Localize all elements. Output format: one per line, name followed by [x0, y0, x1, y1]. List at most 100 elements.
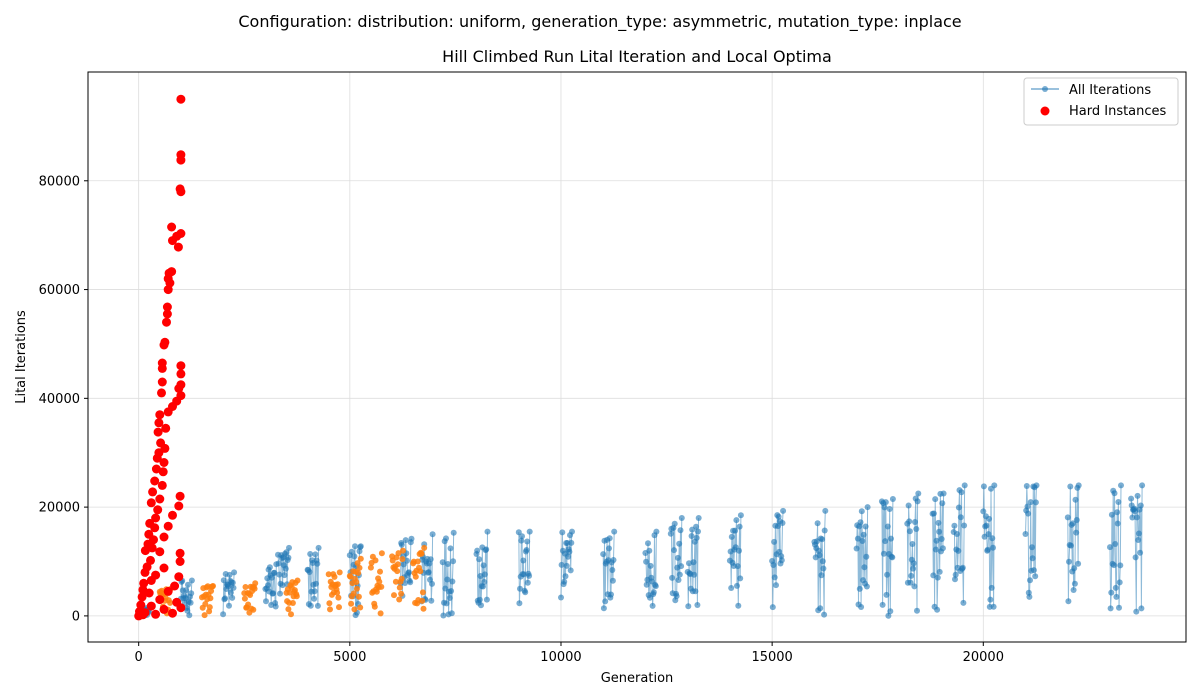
data-point: [906, 518, 913, 525]
data-point: [609, 567, 616, 573]
data-point: [376, 578, 383, 585]
hard-instance-point: [159, 563, 169, 573]
y-axis-label: Lital Iterations: [14, 310, 29, 404]
data-point: [377, 568, 383, 575]
data-point: [955, 504, 962, 511]
data-point: [611, 528, 618, 535]
data-point: [1116, 579, 1123, 586]
data-point: [226, 571, 233, 578]
data-point: [285, 554, 292, 561]
data-point: [517, 585, 523, 592]
data-point: [985, 531, 992, 538]
hard-instance-point: [176, 369, 186, 379]
data-point: [909, 541, 916, 547]
data-point: [350, 590, 357, 597]
data-point: [277, 590, 283, 597]
data-point: [524, 538, 531, 545]
data-point: [935, 519, 942, 526]
data-point: [779, 520, 786, 526]
data-point: [608, 591, 614, 598]
data-point: [185, 581, 191, 588]
data-point: [526, 528, 533, 535]
data-point: [182, 595, 189, 602]
data-point: [372, 557, 379, 564]
x-tick-label: 10000: [540, 650, 581, 665]
data-point: [939, 500, 946, 507]
x-tick-label: 15000: [751, 650, 792, 665]
hard-instance-point: [176, 603, 186, 613]
y-tick-label: 20000: [39, 501, 80, 516]
chart-title: Hill Climbed Run Lital Iteration and Loc…: [442, 47, 832, 66]
data-point: [220, 577, 227, 584]
hard-instance-point: [153, 505, 163, 515]
data-point: [887, 608, 894, 615]
data-point: [863, 553, 870, 560]
data-point: [202, 601, 209, 607]
data-point: [863, 583, 870, 590]
hard-instance-point: [144, 588, 154, 598]
hard-instance-point: [147, 543, 157, 553]
data-point: [778, 557, 785, 564]
data-point: [396, 596, 403, 603]
data-point: [311, 588, 318, 595]
data-point: [649, 602, 656, 609]
data-point: [306, 569, 313, 575]
plot-frame: [87, 71, 1187, 643]
data-point: [242, 584, 249, 590]
data-point: [737, 512, 744, 519]
data-point: [331, 573, 338, 580]
data-point: [1067, 483, 1074, 490]
data-point: [276, 571, 283, 578]
data-point: [780, 507, 787, 514]
data-point: [815, 547, 822, 554]
data-point: [429, 531, 436, 538]
legend-text-hard-instances: Hard Instances: [1069, 104, 1167, 119]
data-point: [289, 600, 296, 606]
hard-instance-point: [168, 236, 177, 246]
data-point: [265, 582, 271, 589]
data-point: [348, 548, 355, 555]
data-point: [227, 589, 234, 596]
data-point: [444, 576, 451, 583]
hard-instance-point: [137, 592, 147, 602]
series-line: [277, 547, 290, 594]
data-point: [398, 575, 405, 582]
data-point: [1032, 499, 1039, 506]
data-point: [961, 522, 968, 529]
data-point: [884, 571, 891, 578]
data-point: [226, 602, 232, 609]
hard-instance-point: [148, 487, 158, 497]
data-point: [1129, 514, 1136, 521]
data-point: [984, 546, 991, 553]
data-point: [201, 612, 208, 619]
grid: [88, 72, 1186, 642]
data-point: [1115, 499, 1122, 505]
hard-instance-point: [176, 187, 186, 197]
data-point: [1069, 520, 1076, 527]
data-point: [940, 490, 947, 497]
data-point: [483, 596, 490, 603]
data-point: [889, 554, 896, 561]
data-point: [609, 577, 616, 584]
data-point: [816, 552, 823, 559]
data-point: [326, 600, 333, 607]
data-point: [1073, 529, 1080, 536]
data-point: [691, 571, 698, 578]
data-point: [983, 522, 990, 529]
data-point: [481, 571, 488, 578]
data-point: [602, 598, 609, 605]
data-point: [286, 544, 292, 551]
data-point: [526, 572, 533, 579]
hard-instance-point: [161, 423, 171, 433]
hard-instance-point: [151, 464, 161, 474]
data-point: [400, 547, 406, 554]
hard-instance-point: [162, 317, 171, 327]
data-point: [932, 546, 939, 553]
data-point: [819, 558, 826, 565]
data-point: [427, 556, 434, 563]
data-point: [1023, 483, 1030, 489]
data-point: [695, 515, 702, 521]
data-point: [207, 595, 214, 602]
data-point: [394, 561, 401, 568]
data-point: [408, 535, 415, 542]
